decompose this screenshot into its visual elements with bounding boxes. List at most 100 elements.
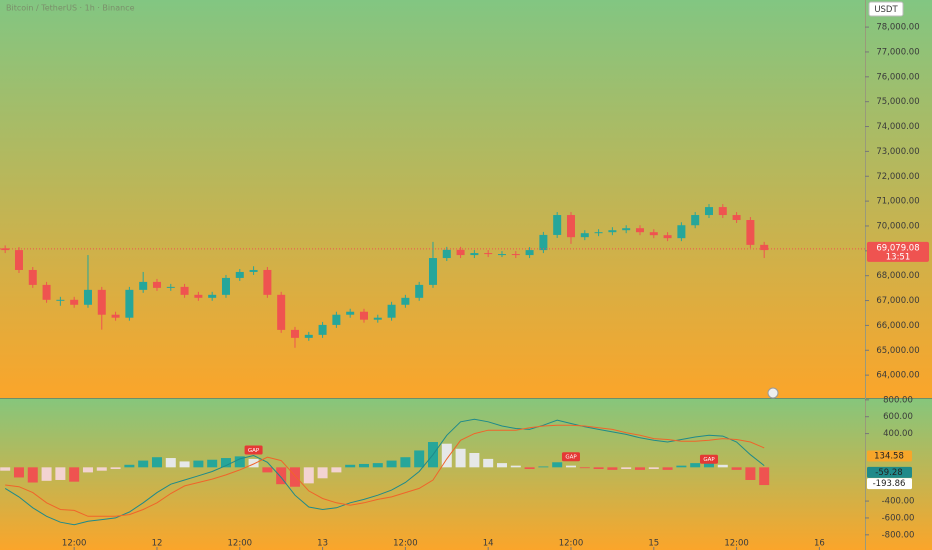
y-tick-label: 73,000.00	[876, 147, 919, 157]
y-tick-label: 65,000.00	[876, 346, 919, 356]
indicator-line	[5, 424, 765, 517]
histogram-bar	[634, 467, 645, 470]
candle-body	[83, 289, 92, 305]
annotation-flag	[244, 445, 263, 455]
histogram-bar	[317, 467, 328, 479]
candle-body	[166, 286, 175, 288]
candle-body	[180, 286, 189, 295]
histogram-bar	[538, 466, 549, 468]
histogram-bar	[248, 458, 259, 468]
x-tick-label: 12:00	[228, 539, 253, 549]
histogram-bar	[565, 465, 576, 468]
price-pane-bg	[0, 0, 932, 398]
histogram-bar	[358, 463, 369, 468]
candle-body	[663, 235, 672, 239]
histogram-bar	[96, 467, 107, 471]
value-box	[867, 478, 912, 490]
y-tick-label: 71,000.00	[876, 197, 919, 207]
y-tick-label: 72,000.00	[876, 172, 919, 182]
candle-body	[249, 269, 258, 272]
candle-body	[290, 329, 299, 338]
candle-body	[428, 258, 437, 285]
candle-body	[304, 334, 313, 338]
candle-body	[580, 233, 589, 238]
candle-body	[718, 207, 727, 216]
annotation-text: GAP	[703, 457, 715, 463]
histogram-bar	[469, 452, 480, 468]
histogram-bar	[717, 464, 728, 468]
candle-body	[456, 249, 465, 256]
histogram-bar	[124, 464, 135, 468]
y-tick-label: 800.00	[883, 395, 913, 405]
candle-body	[649, 232, 658, 236]
candle-body	[746, 220, 755, 245]
candle-body	[415, 284, 424, 298]
histogram-bar	[662, 467, 673, 470]
y-tick-label: 75,000.00	[876, 97, 919, 107]
candle-body	[691, 215, 700, 226]
currency-box	[868, 1, 904, 17]
candle-body	[594, 232, 603, 234]
histogram-bar	[82, 467, 93, 473]
histogram-bar	[524, 467, 535, 470]
histogram-bar	[41, 467, 52, 481]
candle-body	[608, 230, 617, 233]
last-price-label: 69,079.08	[876, 243, 919, 253]
histogram-bar	[731, 467, 742, 470]
y-tick-label: -800.00	[882, 530, 915, 540]
settings-icon[interactable]	[767, 387, 779, 399]
x-tick-label: 12:00	[559, 539, 584, 549]
y-tick-label: 77,000.00	[876, 47, 919, 57]
histogram-bar	[372, 463, 383, 468]
histogram-bar	[648, 467, 659, 470]
candle-body	[332, 314, 341, 325]
value-label: -193.86	[873, 479, 906, 489]
candle-body	[1, 248, 10, 251]
candle-body	[111, 314, 120, 318]
histogram-bar	[621, 467, 632, 470]
x-tick-label: 12:00	[393, 539, 418, 549]
histogram-bar	[703, 462, 714, 468]
candle-body	[125, 289, 134, 318]
candle-body	[732, 215, 741, 221]
histogram-bar	[331, 467, 342, 473]
histogram-bar	[220, 458, 231, 468]
histogram-bar	[207, 459, 218, 468]
candle-body	[484, 253, 493, 255]
x-tick-label: 16	[814, 539, 825, 549]
histogram-bar	[234, 456, 245, 468]
candle-body	[14, 250, 23, 270]
y-tick-label: 67,000.00	[876, 296, 919, 306]
candle-body	[277, 294, 286, 330]
candle-body	[553, 215, 562, 235]
candle-body	[497, 254, 506, 256]
annotation-text: GAP	[248, 448, 260, 454]
histogram-bar	[690, 463, 701, 468]
y-tick-label: 70,000.00	[876, 221, 919, 231]
x-tick-label: 12	[152, 539, 163, 549]
candle-body	[622, 228, 631, 231]
candle-body	[635, 228, 644, 233]
histogram-bar	[441, 443, 452, 468]
y-tick-label: 600.00	[883, 412, 913, 422]
y-tick-label: 78,000.00	[876, 23, 919, 33]
candle-body	[677, 225, 686, 239]
histogram-bar	[151, 457, 162, 468]
candle-body	[539, 234, 548, 251]
annotation-flag	[699, 454, 718, 464]
histogram-bar	[414, 450, 425, 468]
histogram-bar	[676, 465, 687, 468]
histogram-bar	[193, 460, 204, 468]
histogram-bar	[483, 458, 494, 468]
histogram-bar	[179, 461, 190, 468]
candle-body	[221, 277, 230, 295]
histogram-bar	[262, 467, 273, 473]
candle-body	[525, 250, 534, 256]
candle-body	[42, 284, 51, 300]
histogram-bar	[276, 467, 287, 485]
y-tick-label: 68,000.00	[876, 271, 919, 281]
candle-body	[139, 281, 148, 290]
histogram-bar	[496, 463, 507, 468]
histogram-bar	[579, 467, 590, 469]
